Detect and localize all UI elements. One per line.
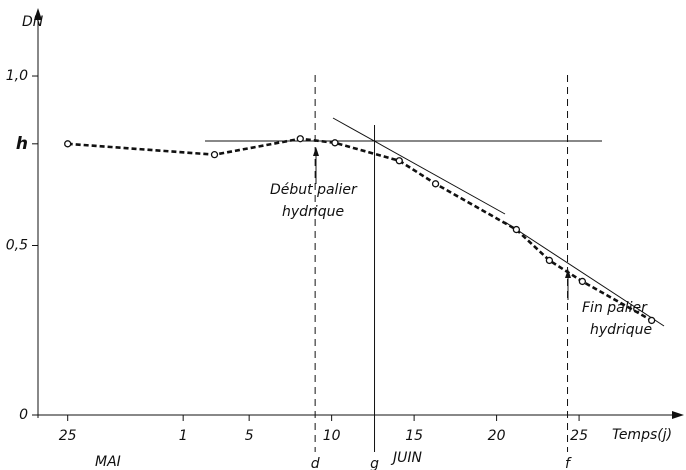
data-point	[431, 180, 440, 188]
marker-label: g	[370, 456, 379, 470]
tangent	[504, 221, 665, 327]
arrow-head	[313, 147, 319, 156]
data-point	[64, 140, 72, 148]
data-point	[512, 225, 521, 234]
x-tick-label: 10	[323, 428, 341, 444]
data-point	[395, 157, 403, 165]
data-point	[545, 256, 554, 265]
month-label: JUIN	[390, 450, 423, 466]
annotation: Début palier	[270, 182, 358, 198]
data-point	[210, 151, 219, 159]
x-tick-label: 1	[179, 428, 188, 444]
annotation: hydrique	[282, 204, 344, 220]
annotation: Fin palier	[582, 300, 648, 316]
y-label: DN	[22, 14, 44, 30]
x-tick-label: 25	[59, 428, 77, 444]
y-tick-label: 0,5	[6, 238, 28, 254]
y-arrow	[34, 8, 42, 20]
y-tick-label: 1,0	[6, 68, 28, 84]
marker-label: f	[565, 456, 572, 470]
marker-label: d	[311, 456, 320, 470]
data-point	[331, 139, 339, 147]
x-tick-label: 20	[488, 428, 506, 444]
x-tick-label: 25	[570, 428, 588, 444]
tangent	[332, 117, 506, 215]
series-line	[67, 137, 653, 322]
data-point	[578, 277, 587, 286]
y-tick-label: h	[16, 134, 28, 154]
data-point	[648, 316, 656, 325]
y-tick-label: 0	[19, 407, 28, 423]
x-tick-label: 15	[405, 428, 423, 444]
data-point	[296, 135, 304, 143]
month-label: MAI	[95, 454, 121, 470]
x-arrow	[672, 411, 684, 419]
x-tick-label: 5	[245, 428, 254, 444]
x-label: Temps(j)	[612, 427, 672, 443]
annotation: hydrique	[590, 322, 652, 338]
